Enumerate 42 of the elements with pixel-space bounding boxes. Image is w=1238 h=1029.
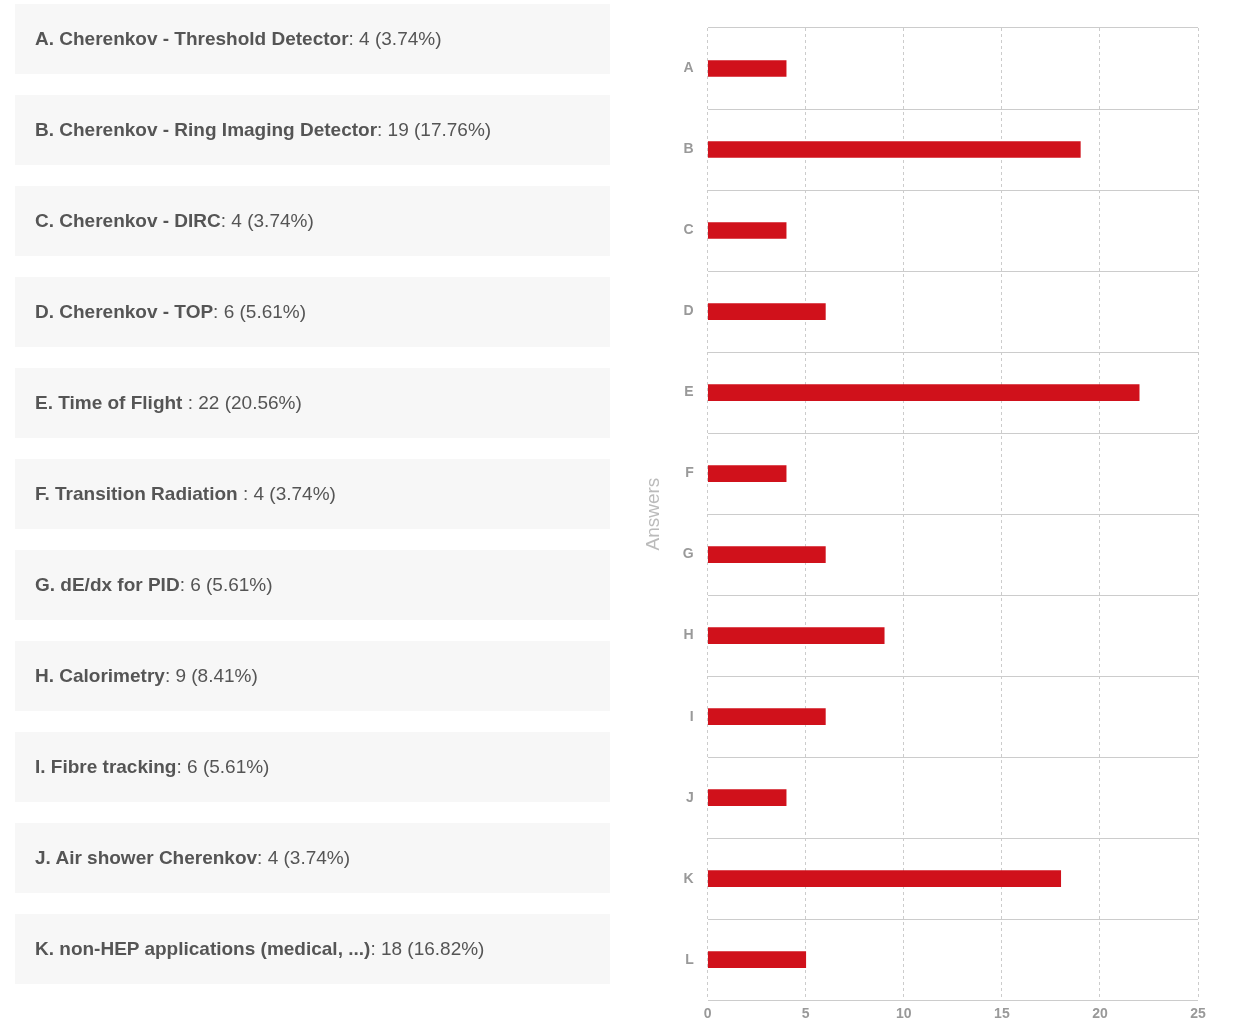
y-tick-label: A xyxy=(683,59,694,76)
y-tick-label: K xyxy=(683,869,694,886)
bar xyxy=(707,303,826,320)
x-tick-label: 10 xyxy=(896,1005,912,1022)
text: A. Cherenkov - Threshold Detector: 4 (3.74%) xyxy=(35,28,442,49)
y-tick-label: D xyxy=(683,302,694,319)
text: D. Cherenkov - TOP: 6 (5.61%) xyxy=(35,301,307,322)
x-tick-label: 5 xyxy=(801,1005,810,1022)
bar xyxy=(707,870,1062,888)
text: I. Fibre tracking: 6 (5.61%) xyxy=(35,756,270,777)
y-tick-label: G xyxy=(682,545,694,562)
bar xyxy=(707,222,787,239)
y-tick-label: F xyxy=(685,464,695,481)
bar xyxy=(707,789,787,806)
y-tick-label: J xyxy=(685,788,694,805)
text: B. Cherenkov - Ring Imaging Detector: 19 (17.76%) xyxy=(35,119,492,140)
text: C. Cherenkov - DIRC: 4 (3.74%) xyxy=(35,210,314,231)
x-tick-label: 0 xyxy=(703,1005,712,1022)
text: H. Calorimetry: 9 (8.41%) xyxy=(35,665,258,686)
text: K. non-HEP applications (medical, ...): 18 (16.82%) xyxy=(35,938,485,959)
bar xyxy=(707,384,1140,401)
text: J. Air shower Cherenkov: 4 (3.74%) xyxy=(35,847,351,868)
x-tick-label: 15 xyxy=(994,1005,1010,1022)
text: E. Time of Flight : 22 (20.56%) xyxy=(35,392,302,413)
bar xyxy=(707,627,885,644)
x-tick-label: 20 xyxy=(1092,1005,1108,1022)
y-tick-label: B xyxy=(683,140,694,157)
y-tick-label: E xyxy=(684,383,694,400)
x-tick-label: 25 xyxy=(1190,1005,1206,1022)
y-axis-title: Answers xyxy=(641,477,663,551)
y-tick-label: H xyxy=(683,626,694,643)
y-tick-label: C xyxy=(683,221,694,238)
bar xyxy=(707,141,1081,158)
bar xyxy=(707,465,787,482)
bar xyxy=(707,951,807,969)
bar xyxy=(707,708,826,725)
y-tick-label: L xyxy=(685,950,695,967)
text: F. Transition Radiation : 4 (3.74%) xyxy=(35,483,336,504)
text: G. dE/dx for PID: 6 (5.61%) xyxy=(35,574,273,595)
bar xyxy=(707,60,787,77)
bar xyxy=(707,546,826,563)
y-tick-label: I xyxy=(689,707,694,724)
